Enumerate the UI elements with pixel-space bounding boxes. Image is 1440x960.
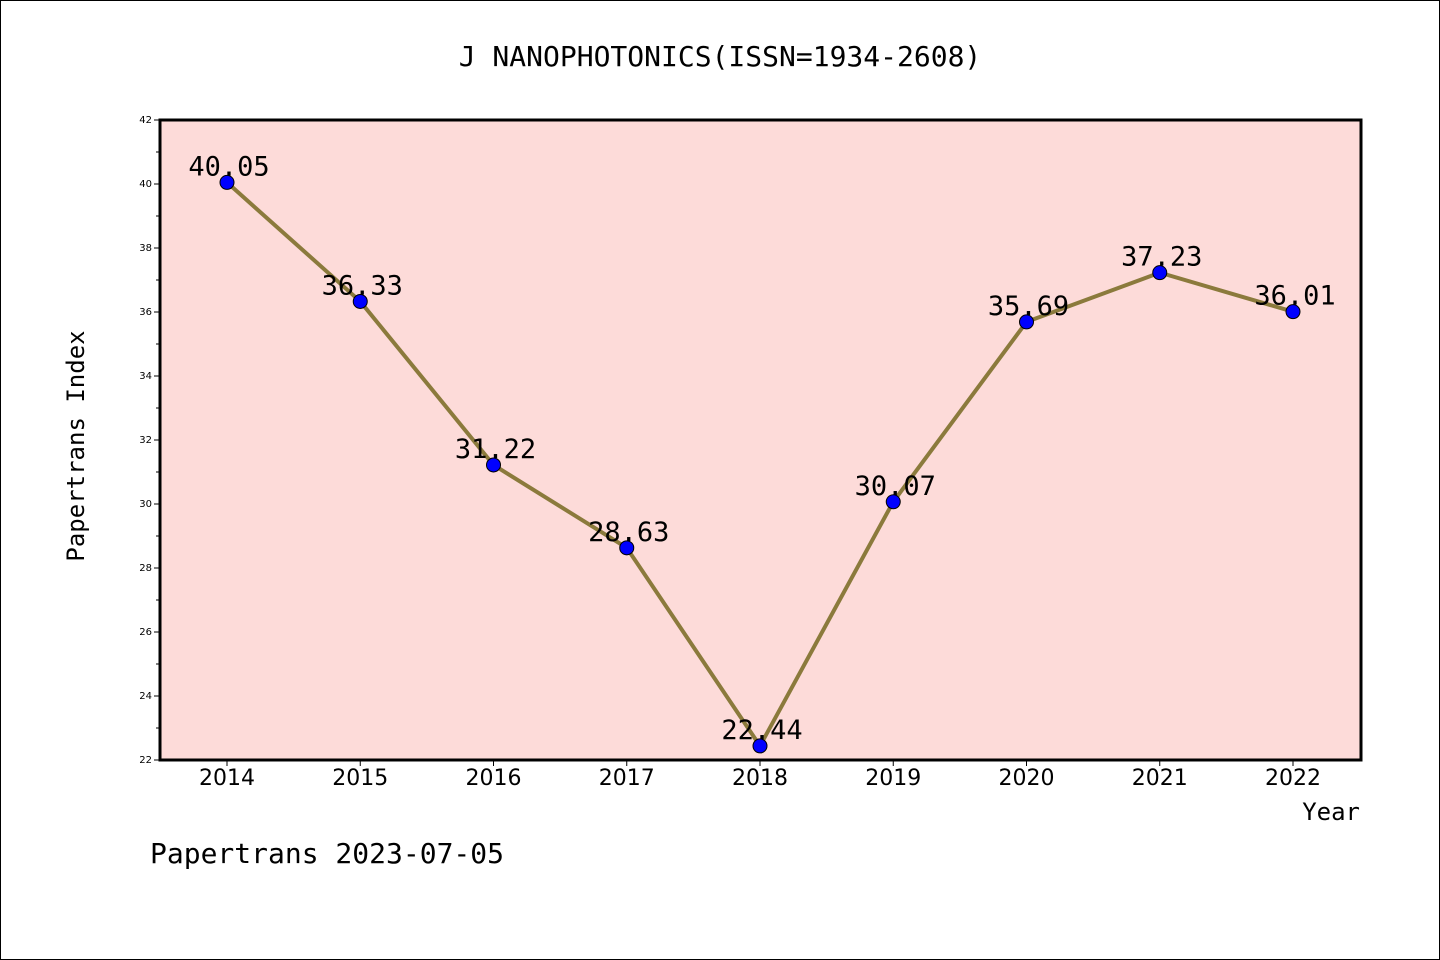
data-labels-group: 40.05 36.33 31.22 28.63 22.44 30.07 35.69 37.23… [188, 151, 1335, 746]
data-point-marker [1152, 265, 1168, 281]
y-tick-label: 38 [139, 243, 152, 254]
x-axis-label: Year [1302, 798, 1360, 826]
x-tick-label: 2021 [1132, 766, 1188, 791]
y-tick-label: 32 [139, 435, 152, 446]
data-label: 37.23 [1121, 242, 1202, 273]
x-tick-label: 2019 [865, 766, 921, 791]
x-tick-label: 2014 [199, 766, 255, 791]
y-tick-label: 42 [139, 115, 152, 126]
data-label: 35.69 [988, 291, 1069, 322]
data-point-marker [885, 494, 901, 510]
x-tick-label: 2022 [1265, 766, 1321, 791]
y-axis: 22 24 26 28 30 32 34 36 38 40 42 [139, 115, 160, 766]
footer-watermark: Papertrans 2023-07-05 [150, 837, 504, 870]
data-label: 36.01 [1254, 281, 1335, 312]
data-label: 28.63 [588, 517, 669, 548]
chart-title: J NANOPHOTONICS(ISSN=1934-2608) [459, 40, 982, 73]
x-tick-label: 2017 [599, 766, 655, 791]
y-tick-label: 22 [139, 755, 152, 766]
y-tick-label: 34 [139, 371, 152, 382]
plot-area [158, 118, 1363, 762]
y-axis-label: Papertrans Index [62, 330, 90, 561]
data-point-marker [1019, 314, 1034, 330]
y-tick-label: 26 [139, 627, 152, 638]
y-tick-label: 40 [139, 179, 152, 190]
y-tick-label: 30 [139, 499, 152, 510]
data-point-marker [219, 174, 235, 190]
data-label: 40.05 [188, 151, 269, 182]
x-tick-label: 2016 [466, 766, 522, 791]
series-line-group [219, 174, 1301, 754]
data-point-marker [486, 457, 501, 473]
y-tick-label: 28 [139, 563, 152, 574]
data-point-marker [619, 540, 635, 556]
x-axis: 2014 2015 2016 2017 2018 2019 2020 2021 2022 [199, 760, 1321, 791]
data-label: 22.44 [721, 715, 802, 746]
x-tick-label: 2015 [332, 766, 388, 791]
y-tick-label: 24 [139, 691, 152, 702]
data-label: 36.33 [322, 270, 403, 301]
data-label: 31.22 [455, 434, 536, 465]
data-point-marker [1285, 304, 1301, 320]
data-point-marker [352, 293, 368, 309]
x-tick-label: 2018 [732, 766, 788, 791]
x-tick-label: 2020 [999, 766, 1055, 791]
data-point-marker [752, 738, 768, 754]
data-label: 30.07 [855, 471, 936, 502]
y-tick-label: 36 [139, 307, 152, 318]
